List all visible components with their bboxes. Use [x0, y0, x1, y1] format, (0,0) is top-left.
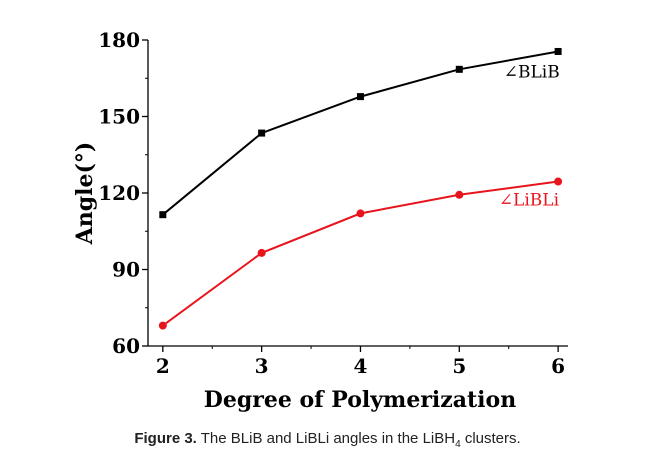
- x-tick-label: 6: [551, 354, 565, 378]
- data-point: [257, 248, 266, 257]
- chart-marks: ∠BLiB ∠LiBLi: [158, 47, 563, 330]
- data-point: [258, 129, 266, 137]
- axes: 60 90 120 150 180 2 3 4 5 6: [98, 28, 568, 378]
- data-point: [455, 190, 464, 199]
- figure-caption: Figure 3. The BLiB and LiBLi angles in t…: [0, 430, 655, 450]
- data-point: [356, 209, 365, 218]
- data-point: [554, 47, 562, 55]
- x-axis-title: Degree of Polymerization: [204, 387, 516, 413]
- data-point: [554, 177, 563, 186]
- y-tick-label: 180: [98, 28, 140, 52]
- y-tick-label: 60: [112, 334, 140, 358]
- line-chart: 60 90 120 150 180 2 3 4 5 6 ∠BLiB ∠LiBLi Degree of…: [72, 28, 568, 413]
- caption-text: The BLiB and LiBLi angles in the LiBH: [200, 430, 456, 447]
- y-tick-label: 150: [98, 105, 140, 129]
- series-label-2: ∠LiBLi: [499, 191, 560, 211]
- caption-lead: Figure 3.: [134, 430, 197, 447]
- x-tick-label: 3: [255, 354, 269, 378]
- y-tick-label: 90: [112, 258, 140, 282]
- data-point: [356, 93, 364, 101]
- series-label-1: ∠BLiB: [504, 62, 560, 82]
- caption-tail: clusters.: [464, 430, 521, 447]
- data-point: [455, 65, 463, 73]
- x-tick-label: 2: [156, 354, 170, 378]
- x-tick-label: 4: [354, 354, 368, 378]
- data-point: [159, 211, 167, 219]
- data-point: [158, 321, 167, 330]
- x-tick-label: 5: [452, 354, 466, 378]
- y-tick-label: 120: [98, 181, 140, 205]
- caption-subscript: 4: [455, 439, 461, 450]
- y-axis-title: Angle(°): [72, 142, 98, 246]
